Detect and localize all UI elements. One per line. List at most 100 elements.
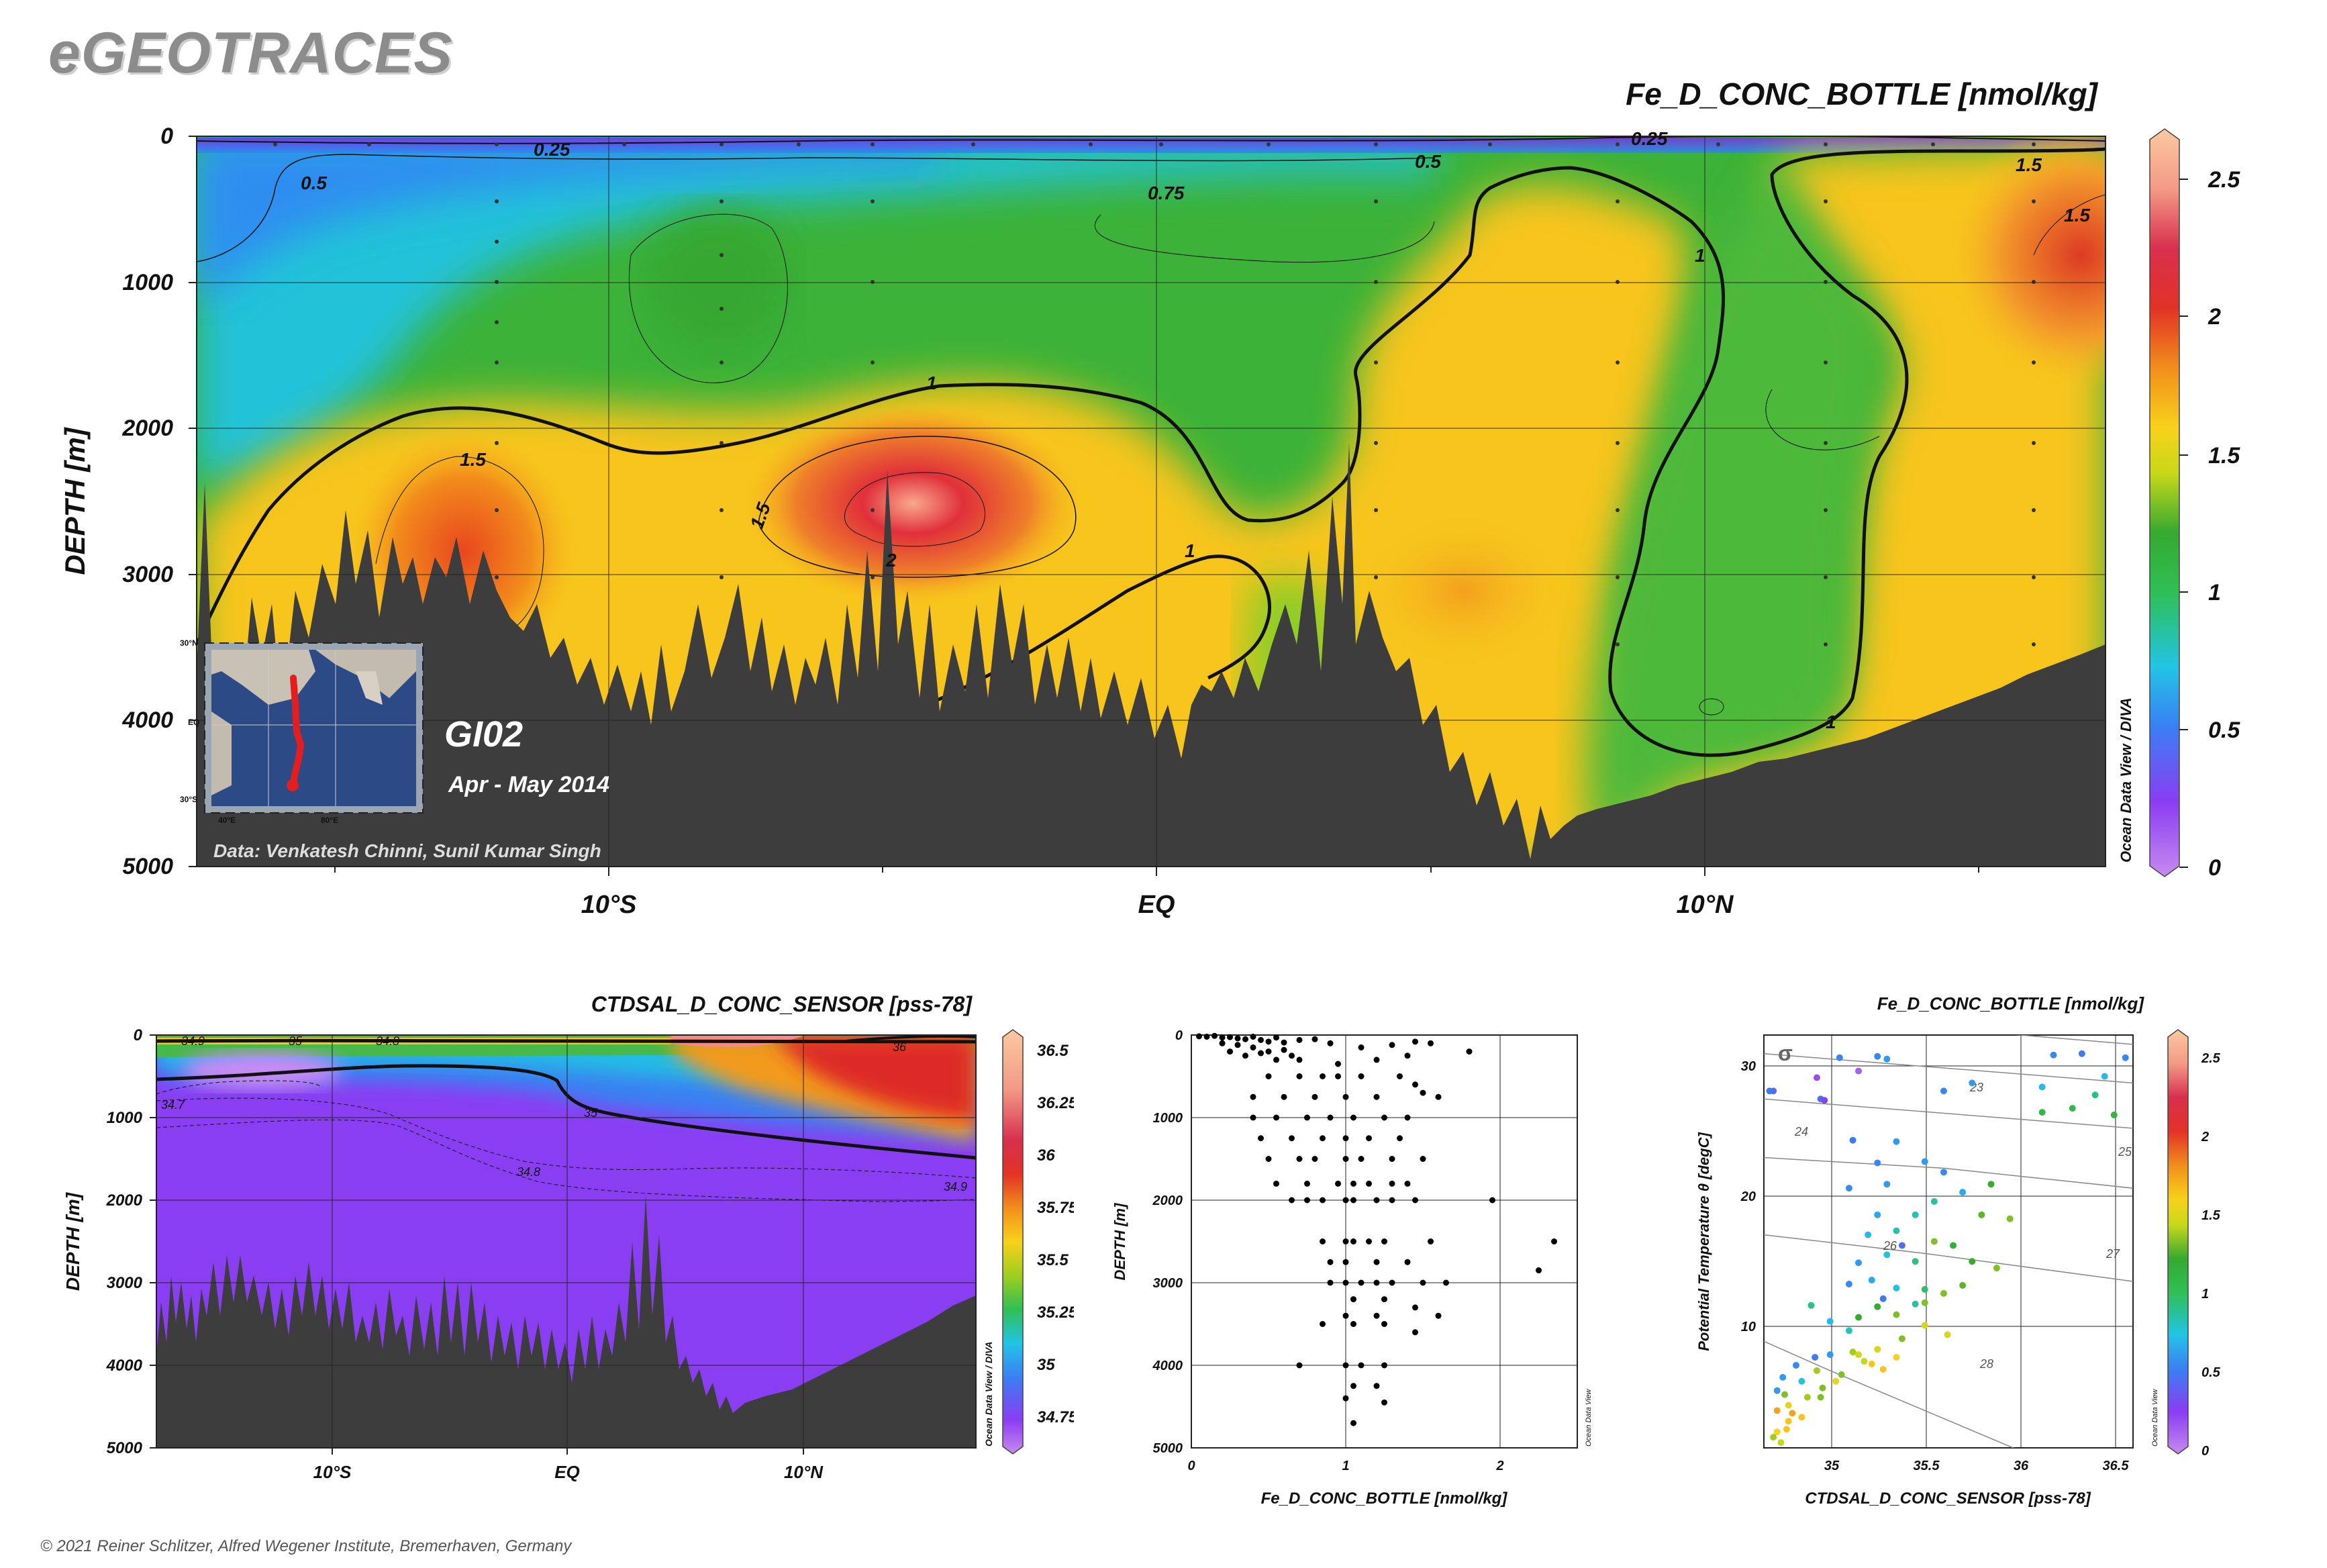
sal-contour-label: 34.9 xyxy=(944,1180,967,1193)
bathymetry xyxy=(197,443,2106,867)
ts-point xyxy=(1898,1335,1905,1342)
profile-point xyxy=(1281,1046,1287,1053)
ts-point xyxy=(1940,1087,1947,1095)
profile-point xyxy=(1281,1093,1287,1100)
profile-point xyxy=(1381,1238,1387,1244)
data-credit: Data: Venkatesh Chinni, Sunil Kumar Sing… xyxy=(213,840,601,861)
sal-title: CTDSAL_D_CONC_SENSOR [pss-78] xyxy=(591,992,973,1016)
profile-point xyxy=(1373,1057,1380,1063)
profile-point xyxy=(1296,1057,1303,1063)
profile-point xyxy=(1420,1279,1426,1286)
ts-point xyxy=(1940,1169,1947,1176)
profile-point xyxy=(1304,1114,1310,1121)
sal-contour-label: 34.8 xyxy=(376,1034,399,1048)
map-lon-label: 80°E xyxy=(321,816,338,825)
ts-point xyxy=(1783,1426,1790,1433)
ts-title: Fe_D_CONC_BOTTLE [nmol/kg] xyxy=(1877,993,2145,1014)
ts-point xyxy=(1959,1189,1967,1196)
profile-point xyxy=(1350,1238,1356,1244)
ts-point xyxy=(1838,1371,1845,1378)
profile-point xyxy=(1320,1238,1326,1244)
profile-point xyxy=(1258,1036,1264,1043)
contour-label: 2 xyxy=(885,550,897,571)
ts-point xyxy=(1893,1138,1900,1145)
ts-point xyxy=(1812,1354,1819,1361)
profile-point xyxy=(1273,1114,1279,1121)
isopycnal-lines xyxy=(1764,1035,2133,1448)
ts-colorbar-tick: 1.5 xyxy=(2201,1208,2221,1223)
profile-point xyxy=(1350,1296,1356,1303)
profile-point xyxy=(1404,1114,1411,1121)
profile-point xyxy=(1381,1114,1387,1121)
ts-point xyxy=(2078,1050,2085,1057)
ts-point xyxy=(1821,1097,1828,1104)
ts-point xyxy=(1803,1393,1811,1401)
ts-odv-tag: Ocean Data View xyxy=(2151,1389,2159,1447)
profile-point xyxy=(1373,1197,1380,1204)
profile-point xyxy=(1358,1362,1365,1369)
ts-xtick: 35 xyxy=(1824,1459,1840,1473)
ts-point xyxy=(1845,1280,1852,1287)
ts-point xyxy=(1798,1377,1805,1385)
profile-point xyxy=(1335,1180,1341,1187)
profile-point xyxy=(1373,1093,1380,1100)
profile-point xyxy=(1342,1312,1349,1319)
main-title: Fe_D_CONC_BOTTLE [nmol/kg] xyxy=(1626,77,2099,111)
profile-point xyxy=(1335,1061,1341,1067)
main-ytick: 5000 xyxy=(122,854,173,879)
isopycnal-line xyxy=(1764,1234,2133,1282)
ts-colorbar-tick: 1 xyxy=(2201,1287,2209,1302)
profile-ytick: 1000 xyxy=(1153,1111,1183,1126)
profile-point xyxy=(1389,1156,1395,1162)
ts-point xyxy=(1845,1327,1852,1334)
profile-point xyxy=(1320,1321,1326,1327)
sal-colorbar-tick: 35.75 xyxy=(1037,1199,1074,1217)
ts-point xyxy=(1921,1299,1928,1306)
ts-colorbar-tick: 2 xyxy=(2201,1130,2209,1144)
profile-point xyxy=(1342,1395,1349,1402)
ts-point xyxy=(1993,1265,2000,1272)
ts-point xyxy=(1865,1231,1872,1238)
profile-point xyxy=(1381,1362,1387,1369)
profile-point xyxy=(1428,1040,1434,1046)
ts-point xyxy=(1912,1258,1919,1265)
profile-point xyxy=(1358,1156,1365,1162)
profile-point xyxy=(1412,1304,1418,1311)
profile-point xyxy=(1335,1073,1341,1079)
main-ytick: 0 xyxy=(160,124,173,149)
isopycnal-label: 28 xyxy=(1979,1357,1993,1371)
ts-point xyxy=(1930,1238,1938,1245)
ts-point xyxy=(1826,1318,1834,1325)
profile-point xyxy=(1373,1312,1380,1319)
contour-label: 1 xyxy=(1185,540,1195,561)
ts-ytick: 10 xyxy=(1741,1320,1756,1334)
contour-label: 1 xyxy=(926,373,937,393)
ts-point xyxy=(1921,1158,1928,1165)
profile-point xyxy=(1404,1052,1411,1059)
profile-point xyxy=(1281,1039,1287,1046)
ts-point xyxy=(2050,1051,2057,1059)
ts-ytick: 30 xyxy=(1741,1059,1756,1074)
ts-point xyxy=(2110,1112,2118,1119)
ts-point xyxy=(2091,1091,2099,1099)
profile-point xyxy=(1234,1042,1241,1048)
profile-point xyxy=(1250,1114,1256,1121)
profile-point xyxy=(1397,1073,1403,1079)
ts-point xyxy=(1883,1055,1891,1063)
profile-point xyxy=(1342,1362,1349,1369)
profile-point xyxy=(1203,1033,1210,1040)
ts-point xyxy=(1868,1277,1875,1284)
profile-point xyxy=(1373,1279,1380,1286)
profile-point xyxy=(1219,1040,1226,1046)
section-name: GI02 xyxy=(444,714,523,754)
profile-ylabel: DEPTH [m] xyxy=(1111,1203,1128,1281)
ts-ylabel: Potential Temperature θ [degC] xyxy=(1695,1132,1712,1351)
profile-point xyxy=(1404,1180,1411,1187)
profile-point xyxy=(1250,1044,1256,1050)
ts-point xyxy=(1770,1434,1777,1441)
ts-diagram-chart: 23 24 25 26 27 28 σ Fe_D_CONC_BOTTLE [nm… xyxy=(1695,993,2221,1508)
profile-points xyxy=(1196,1032,1557,1426)
profile-point xyxy=(1265,1038,1272,1045)
ts-point xyxy=(1773,1407,1781,1414)
profile-point xyxy=(1327,1114,1334,1121)
